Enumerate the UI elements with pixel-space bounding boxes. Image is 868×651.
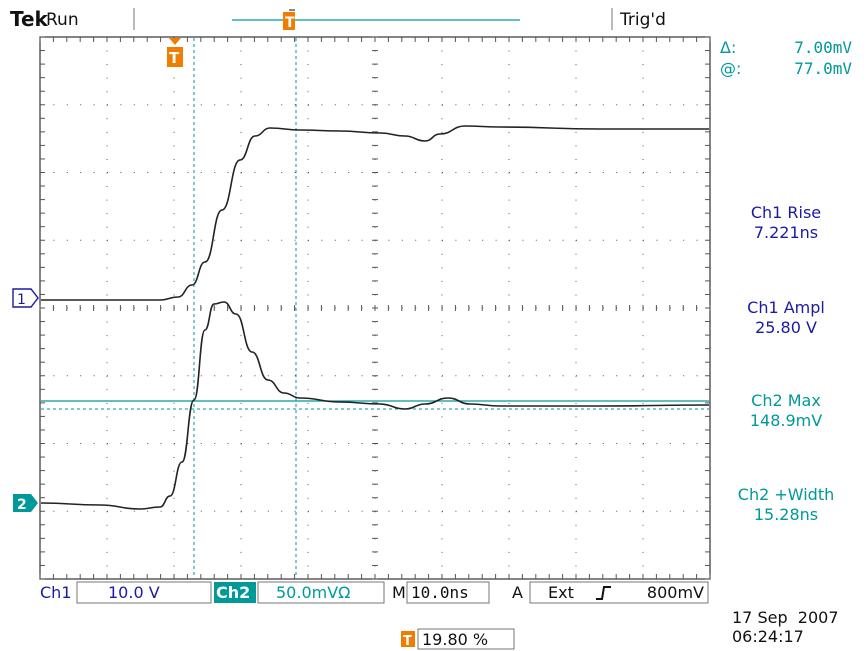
ch2-ground-marker[interactable]: 2: [13, 494, 38, 513]
trigger-position-box[interactable]: [417, 628, 515, 650]
timebase-value: 10.0ns: [411, 583, 469, 602]
svg-text:148.9mV: 148.9mV: [750, 411, 822, 430]
rising-edge-icon: [596, 586, 611, 600]
svg-text:T: T: [403, 634, 412, 649]
trigger-position-icon: T: [401, 631, 415, 649]
date: 17 Sep 2007: [732, 608, 839, 627]
svg-text:7.221ns: 7.221ns: [754, 223, 818, 242]
svg-text:15.28ns: 15.28ns: [754, 505, 818, 524]
cursor-delta-label: Δ:: [720, 38, 736, 57]
trigger-source: Ext: [548, 583, 574, 602]
ch1-scale-value: 10.0 V: [108, 583, 160, 602]
cursor-at-label: @:: [720, 59, 741, 78]
graticule-grid: [39, 36, 711, 580]
cursor-delta-value: 7.00mV: [794, 38, 852, 57]
measurement-ch1-rise: Ch1 Rise 7.221ns: [751, 203, 821, 242]
run-state: Run: [46, 10, 79, 30]
timebase-box[interactable]: [406, 581, 490, 604]
timebase-label: M: [392, 583, 406, 602]
svg-text:T: T: [285, 15, 295, 31]
ch1-label: Ch1: [40, 583, 72, 602]
trigger-marker-icon[interactable]: T: [167, 38, 183, 67]
time: 06:24:17: [732, 627, 804, 646]
trigger-channel-label: A: [512, 583, 523, 602]
ch2-scale-value: 50.0mVΩ: [276, 583, 350, 602]
ch2-label: Ch2: [216, 583, 250, 602]
trigger-position-indicator-icon[interactable]: T: [283, 9, 295, 31]
measurement-ch1-ampl: Ch1 Ampl 25.80 V: [747, 298, 825, 337]
svg-text:Ch2 Max: Ch2 Max: [751, 391, 821, 410]
svg-text:25.80 V: 25.80 V: [755, 318, 817, 337]
ch2-waveform: [40, 301, 710, 510]
measurement-ch2-width: Ch2 +Width 15.28ns: [738, 485, 834, 524]
ch2-scale-box[interactable]: [257, 581, 385, 604]
measurement-ch2-max: Ch2 Max 148.9mV: [750, 391, 822, 430]
trigger-status: Trig'd: [619, 10, 666, 30]
svg-text:Ch1 Rise: Ch1 Rise: [751, 203, 821, 222]
ch1-ground-marker[interactable]: 1: [12, 288, 39, 308]
svg-text:Ch2 +Width: Ch2 +Width: [738, 485, 834, 504]
trigger-position-value: 19.80 %: [422, 630, 488, 649]
svg-text:1: 1: [17, 292, 26, 308]
trigger-level: 800mV: [647, 583, 704, 602]
svg-text:Ch1 Ampl: Ch1 Ampl: [747, 298, 825, 317]
trigger-settings-box[interactable]: [529, 581, 709, 604]
cursor-at-value: 77.0mV: [794, 59, 852, 78]
ch1-scale-box[interactable]: [76, 581, 212, 604]
ch1-waveform: [40, 125, 709, 301]
brand-logo: Tek: [10, 7, 49, 31]
svg-text:T: T: [169, 49, 180, 67]
svg-text:2: 2: [17, 497, 27, 513]
ch2-label-box[interactable]: [214, 582, 256, 603]
